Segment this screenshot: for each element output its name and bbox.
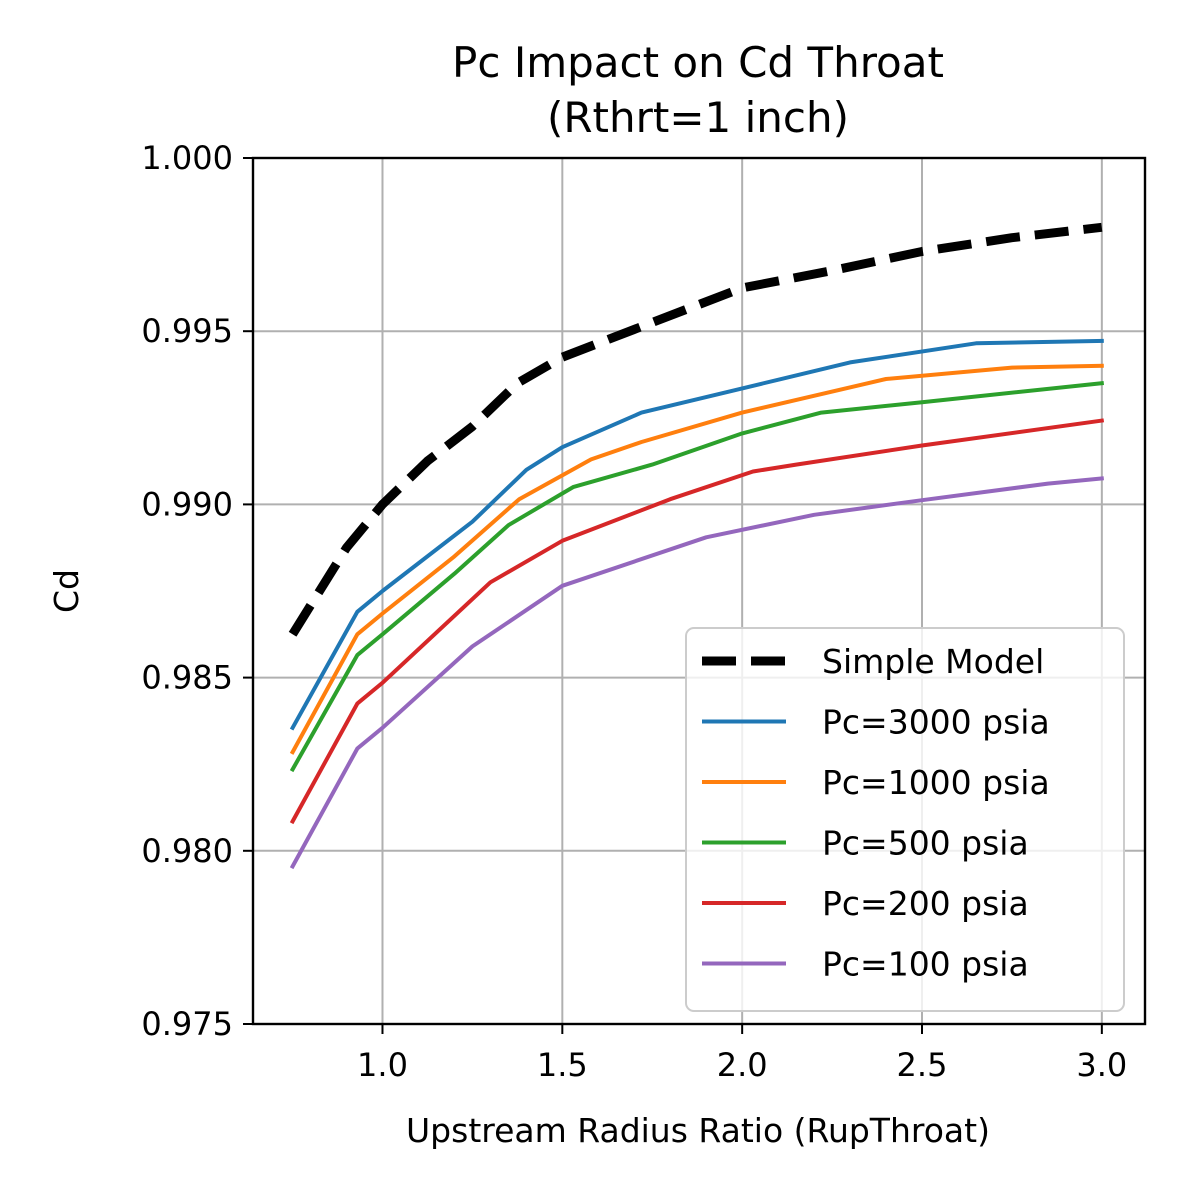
chart-subtitle: (Rthrt=1 inch) xyxy=(547,93,849,142)
y-axis-label: Cd xyxy=(47,569,86,613)
chart-title: Pc Impact on Cd Throat xyxy=(452,38,944,87)
series-line-5 xyxy=(289,476,1104,870)
series-line-1 xyxy=(289,338,1104,731)
legend-label-5: Pc=100 psia xyxy=(822,945,1029,984)
legend: Simple Model Pc=3000 psia Pc=1000 psia Pc=5… xyxy=(685,627,1125,1012)
legend-box xyxy=(685,627,1125,1012)
series-lines xyxy=(288,222,1105,870)
x-tick-label: 1.5 xyxy=(537,1046,588,1084)
legend-label-2: Pc=1000 psia xyxy=(822,763,1050,802)
legend-label-4: Pc=200 psia xyxy=(822,884,1029,923)
series-line-3 xyxy=(289,381,1104,773)
x-tick-label: 2.0 xyxy=(717,1046,768,1084)
x-tick-label: 1.0 xyxy=(357,1046,408,1084)
plot-frame xyxy=(251,156,1147,1026)
legend-label-1: Pc=3000 psia xyxy=(822,703,1050,742)
x-axis-label: Upstream Radius Ratio (RupThroat) xyxy=(406,1111,990,1150)
y-tick-label: 0.985 xyxy=(141,659,233,697)
legend-label-3: Pc=500 psia xyxy=(822,824,1029,863)
series-line-4 xyxy=(289,418,1105,825)
x-tick-label: 3.0 xyxy=(1076,1046,1127,1084)
y-tick-label: 0.975 xyxy=(141,1005,233,1043)
legend-label-0: Simple Model xyxy=(822,642,1044,681)
y-tick-label: 0.990 xyxy=(141,485,233,523)
series-line-2 xyxy=(289,363,1104,755)
y-tick-label: 0.995 xyxy=(141,312,233,350)
ticks: 1.0 1.5 2.0 2.5 3.0 0.975 0.980 0.985 0.990 0.995… xyxy=(141,139,1127,1084)
y-tick-label: 0.980 xyxy=(141,832,233,870)
series-line-0 xyxy=(288,222,1103,637)
y-tick-label: 1.000 xyxy=(141,139,233,177)
x-tick-label: 2.5 xyxy=(897,1046,948,1084)
